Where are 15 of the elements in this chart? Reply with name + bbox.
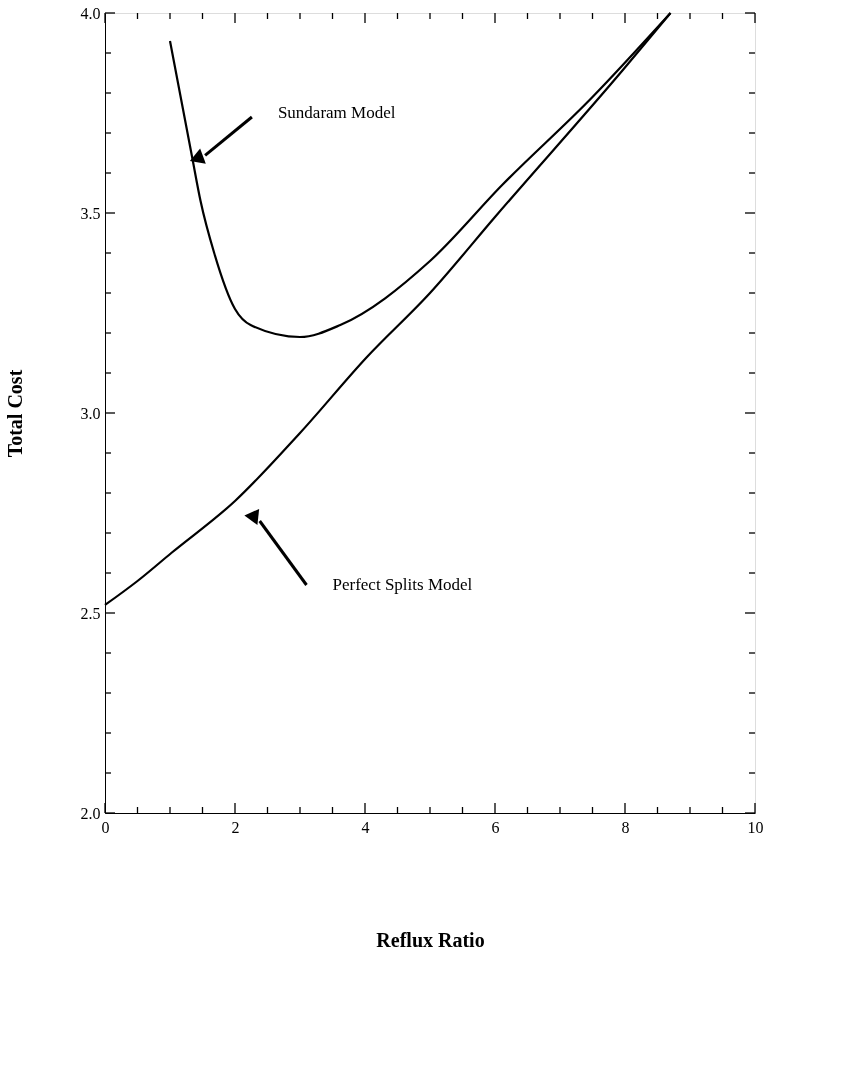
annotation: Sundaram Model <box>277 103 396 122</box>
x-tick-label: 0 <box>101 818 110 836</box>
annotation: Perfect Splits Model <box>332 575 473 594</box>
x-axis-title: Reflux Ratio <box>376 928 485 951</box>
x-tick-label: 2 <box>231 818 240 836</box>
x-tick-label: 4 <box>361 818 370 836</box>
y-tick-label: 2.5 <box>80 604 101 622</box>
y-tick-label: 2.0 <box>80 804 101 822</box>
y-axis-title: Total Cost <box>3 369 26 458</box>
x-tick-label: 8 <box>621 818 630 836</box>
y-tick-label: 4.0 <box>80 4 101 22</box>
x-tick-label: 6 <box>491 818 500 836</box>
y-tick-label: 3.5 <box>80 204 101 222</box>
x-tick-label: 10 <box>747 818 764 836</box>
y-tick-label: 3.0 <box>80 404 101 422</box>
